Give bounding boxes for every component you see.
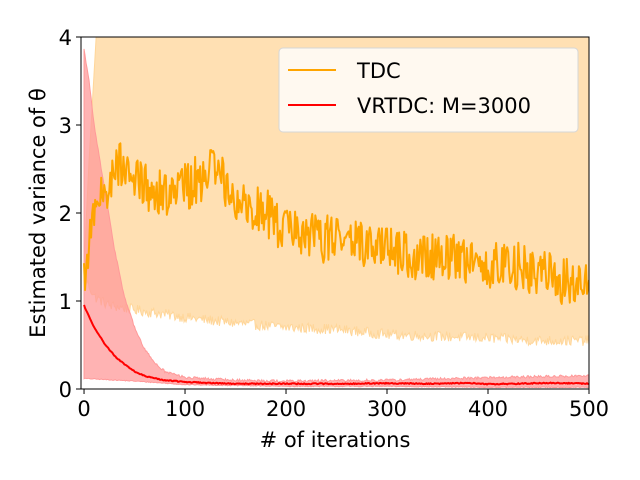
legend-box [278, 47, 579, 133]
y-axis-label: Estimated variance of θ [26, 88, 50, 338]
band-vrtdc-m-3000 [83, 48, 589, 389]
x-tick-label: 200 [266, 397, 306, 421]
y-tick-label: 3 [59, 114, 72, 138]
y-tick-label: 0 [59, 378, 72, 402]
legend-label-tdc: TDC [356, 59, 401, 83]
line-tdc [83, 142, 589, 305]
x-tick-label: 400 [468, 397, 508, 421]
y-tick-label: 1 [59, 290, 72, 314]
x-tick-label: 300 [367, 397, 407, 421]
line-vrtdc-m-3000 [83, 304, 589, 386]
x-axis-label: # of iterations [260, 428, 411, 452]
y-tick-label: 4 [59, 26, 72, 50]
x-tick-label: 0 [77, 397, 90, 421]
x-tick-label: 100 [165, 397, 205, 421]
y-tick-label: 2 [59, 202, 72, 226]
legend: TDC VRTDC: M=3000 [278, 47, 579, 133]
axis-ticks: 0 100 200 300 400 500 0 1 2 3 4 [59, 26, 609, 421]
x-tick-label: 500 [569, 397, 609, 421]
legend-label-vrtdc: VRTDC: M=3000 [357, 94, 531, 118]
